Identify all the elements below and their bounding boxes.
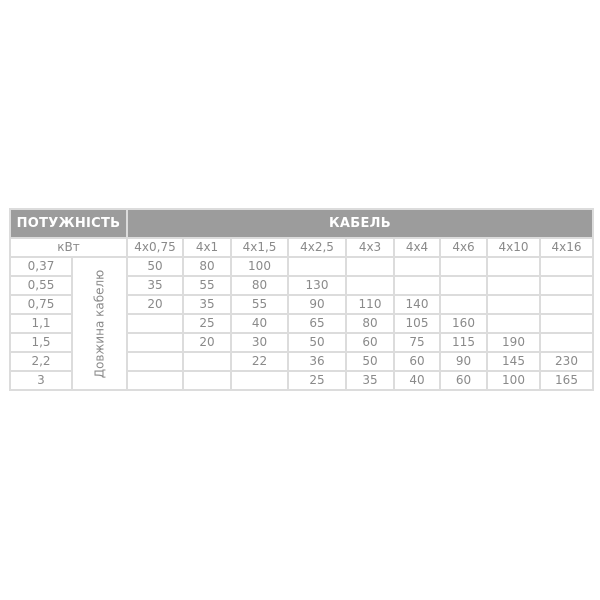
cable-section-header: 4x10 [488, 239, 539, 256]
length-value-cell [395, 258, 439, 275]
length-value-cell: 20 [184, 334, 230, 351]
length-value-cell [128, 334, 182, 351]
length-value-cell [347, 277, 393, 294]
length-value-cell: 50 [347, 353, 393, 370]
length-value-cell: 30 [232, 334, 287, 351]
cable-section-header: 4x4 [395, 239, 439, 256]
length-value-cell: 40 [232, 315, 287, 332]
power-cell: 2,2 [11, 353, 71, 370]
length-value-cell [441, 277, 486, 294]
cable-section-header: 4x16 [541, 239, 592, 256]
length-value-cell [232, 372, 287, 389]
length-value-cell [488, 296, 539, 313]
cable-section-header: 4x3 [347, 239, 393, 256]
length-value-cell [128, 372, 182, 389]
power-cell: 0,75 [11, 296, 71, 313]
power-cell: 3 [11, 372, 71, 389]
power-cell: 1,1 [11, 315, 71, 332]
length-value-cell: 50 [128, 258, 182, 275]
length-value-cell: 22 [232, 353, 287, 370]
length-value-cell [128, 315, 182, 332]
length-value-cell: 60 [441, 372, 486, 389]
length-value-cell [488, 258, 539, 275]
table-row: 1,5 20 30 50 60 75 115 190 [11, 334, 592, 351]
table-row: 1,1 25 40 65 80 105 160 [11, 315, 592, 332]
power-cell: 1,5 [11, 334, 71, 351]
length-value-cell: 165 [541, 372, 592, 389]
power-cell: 0,37 [11, 258, 71, 275]
length-value-cell [395, 277, 439, 294]
length-value-cell [128, 353, 182, 370]
cable-header: КАБЕЛЬ [128, 210, 592, 237]
cable-section-header: 4x6 [441, 239, 486, 256]
length-value-cell [541, 296, 592, 313]
length-value-cell: 115 [441, 334, 486, 351]
length-value-cell [488, 315, 539, 332]
length-value-cell: 100 [232, 258, 287, 275]
length-value-cell: 35 [184, 296, 230, 313]
length-value-cell: 140 [395, 296, 439, 313]
section-row: кВт 4x0,75 4x1 4x1,5 4x2,5 4x3 4x4 4x6 4x10 4x16 [11, 239, 592, 256]
length-value-cell: 60 [347, 334, 393, 351]
length-value-cell [441, 296, 486, 313]
length-label: Довжина кабелю [92, 269, 106, 378]
length-value-cell: 40 [395, 372, 439, 389]
table-row: 0,55 35 55 80 130 [11, 277, 592, 294]
length-value-cell: 100 [488, 372, 539, 389]
length-value-cell [347, 258, 393, 275]
unit-label: кВт [11, 239, 126, 256]
table-row: 0,37 Довжина кабелю 50 80 100 [11, 258, 592, 389]
length-value-cell: 55 [184, 277, 230, 294]
table-row: 3 25 35 40 60 100 165 [11, 372, 592, 389]
length-value-cell [541, 277, 592, 294]
cable-section-header: 4x2,5 [289, 239, 345, 256]
length-value-cell: 36 [289, 353, 345, 370]
length-value-cell: 160 [441, 315, 486, 332]
length-value-cell: 20 [128, 296, 182, 313]
length-value-cell: 80 [184, 258, 230, 275]
length-value-cell: 35 [128, 277, 182, 294]
length-value-cell: 50 [289, 334, 345, 351]
length-value-cell: 90 [289, 296, 345, 313]
cable-section-header: 4x1 [184, 239, 230, 256]
header-row: ПОТУЖНІСТЬ КАБЕЛЬ [11, 210, 592, 237]
length-value-cell [184, 372, 230, 389]
length-value-cell [488, 277, 539, 294]
length-value-cell: 105 [395, 315, 439, 332]
cable-section-header: 4x0,75 [128, 239, 182, 256]
length-value-cell [541, 315, 592, 332]
length-value-cell: 75 [395, 334, 439, 351]
length-value-cell: 60 [395, 353, 439, 370]
length-value-cell: 130 [289, 277, 345, 294]
length-value-cell: 55 [232, 296, 287, 313]
power-header: ПОТУЖНІСТЬ [11, 210, 126, 237]
length-value-cell: 80 [347, 315, 393, 332]
length-value-cell [184, 353, 230, 370]
cable-section-header: 4x1,5 [232, 239, 287, 256]
table-row: 0,75 20 35 55 90 110 140 [11, 296, 592, 313]
length-value-cell [541, 334, 592, 351]
length-value-cell: 80 [232, 277, 287, 294]
length-label-cell: Довжина кабелю [73, 258, 126, 389]
length-value-cell [289, 258, 345, 275]
length-value-cell: 25 [184, 315, 230, 332]
length-value-cell [441, 258, 486, 275]
length-value-cell: 145 [488, 353, 539, 370]
length-value-cell [541, 258, 592, 275]
length-value-cell: 230 [541, 353, 592, 370]
length-value-cell: 65 [289, 315, 345, 332]
power-cell: 0,55 [11, 277, 71, 294]
length-value-cell: 110 [347, 296, 393, 313]
cable-length-table: ПОТУЖНІСТЬ КАБЕЛЬ кВт 4x0,75 4x1 4x1,5 4x2,… [9, 208, 594, 391]
length-value-cell: 25 [289, 372, 345, 389]
length-value-cell: 190 [488, 334, 539, 351]
length-value-cell: 90 [441, 353, 486, 370]
table-row: 2,2 22 36 50 60 90 145 230 [11, 353, 592, 370]
length-value-cell: 35 [347, 372, 393, 389]
